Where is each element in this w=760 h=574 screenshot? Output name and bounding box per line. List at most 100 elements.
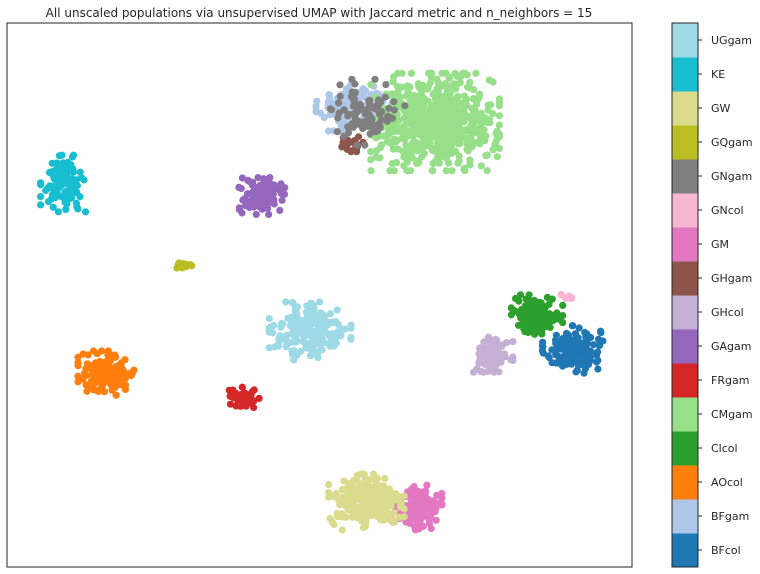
colorbar-swatches (672, 23, 698, 568)
data-point (266, 188, 274, 196)
data-point (569, 322, 577, 330)
data-point (536, 298, 544, 307)
data-point (451, 69, 459, 77)
data-point (374, 96, 383, 104)
data-point (451, 113, 459, 121)
data-point (342, 85, 350, 93)
scatter-points (37, 69, 607, 534)
colorbar-label-bfgam: BFgam (711, 510, 749, 523)
data-point (413, 121, 421, 129)
colorbar-label-clcol: Clcol (711, 442, 738, 455)
data-point (548, 346, 556, 354)
data-point (291, 352, 299, 360)
data-point (279, 320, 287, 328)
data-point (336, 81, 344, 89)
data-point (45, 168, 54, 177)
data-point (467, 134, 475, 142)
data-point (319, 320, 327, 328)
data-point (445, 74, 453, 82)
data-point (434, 86, 442, 94)
data-point (390, 106, 398, 114)
data-point (495, 98, 503, 106)
data-point (400, 492, 408, 500)
data-point (432, 516, 440, 524)
data-point (552, 339, 560, 347)
data-point (428, 116, 436, 124)
data-point (338, 513, 346, 521)
data-point (428, 111, 436, 119)
data-point (410, 131, 418, 139)
data-point (250, 196, 258, 204)
data-point (99, 366, 108, 374)
data-point (368, 114, 376, 122)
data-point (62, 205, 70, 213)
data-point (477, 162, 485, 170)
data-point (259, 175, 268, 183)
data-point (348, 88, 356, 96)
data-point (433, 75, 441, 83)
data-point (93, 387, 101, 395)
data-point (538, 330, 546, 338)
colorbar-label-ghgam: GHgam (711, 272, 752, 285)
colorbar: BFcol BFgam AOcol Clcol CMgam FRgam GAgam GHcol… (671, 22, 753, 568)
data-point (238, 174, 246, 182)
data-point (516, 291, 525, 299)
data-point (452, 98, 460, 106)
data-point (291, 325, 299, 333)
plot-frame (6, 22, 633, 568)
data-point (54, 208, 62, 216)
data-point (367, 80, 375, 89)
data-point (64, 179, 72, 187)
data-point (92, 370, 100, 378)
colorbar-swatch-uggam (672, 23, 698, 58)
data-point (333, 128, 341, 136)
data-point (257, 181, 265, 190)
data-point (313, 340, 322, 348)
data-point (364, 105, 372, 113)
data-point (320, 113, 328, 122)
data-point (347, 334, 355, 342)
data-point (552, 359, 560, 367)
data-point (238, 383, 246, 391)
data-point (366, 483, 375, 491)
data-point (456, 140, 464, 148)
data-point (350, 476, 358, 484)
data-point (547, 312, 555, 320)
data-point (483, 151, 491, 159)
data-point (381, 93, 389, 101)
data-point (334, 114, 342, 122)
data-point (278, 196, 286, 204)
data-point (358, 470, 366, 478)
data-point (489, 78, 497, 86)
colorbar-swatch-ghgam (672, 261, 698, 296)
data-point (267, 326, 275, 334)
data-point (572, 368, 580, 376)
colorbar-label-gncol: GNcol (711, 204, 744, 217)
data-point (421, 488, 429, 497)
data-point (258, 204, 267, 212)
data-point (406, 167, 414, 175)
data-point (491, 343, 499, 351)
data-point (563, 360, 571, 368)
data-point (377, 107, 386, 116)
data-point (380, 504, 388, 512)
data-point (431, 95, 440, 103)
data-point (599, 337, 607, 345)
data-point (276, 206, 284, 214)
data-point (76, 168, 84, 176)
data-point (112, 391, 120, 399)
data-point (104, 357, 112, 366)
data-point (373, 502, 381, 510)
data-point (395, 513, 403, 521)
data-point (394, 87, 402, 95)
data-point (470, 368, 478, 376)
data-point (464, 147, 472, 155)
colorbar-label-cmgam: CMgam (711, 408, 753, 421)
colorbar-label-aocol: AOcol (711, 476, 743, 489)
data-point (426, 503, 434, 511)
data-point (412, 506, 420, 515)
data-point (127, 371, 135, 380)
series-gw (325, 470, 408, 534)
data-point (335, 99, 343, 107)
data-point (380, 516, 388, 524)
